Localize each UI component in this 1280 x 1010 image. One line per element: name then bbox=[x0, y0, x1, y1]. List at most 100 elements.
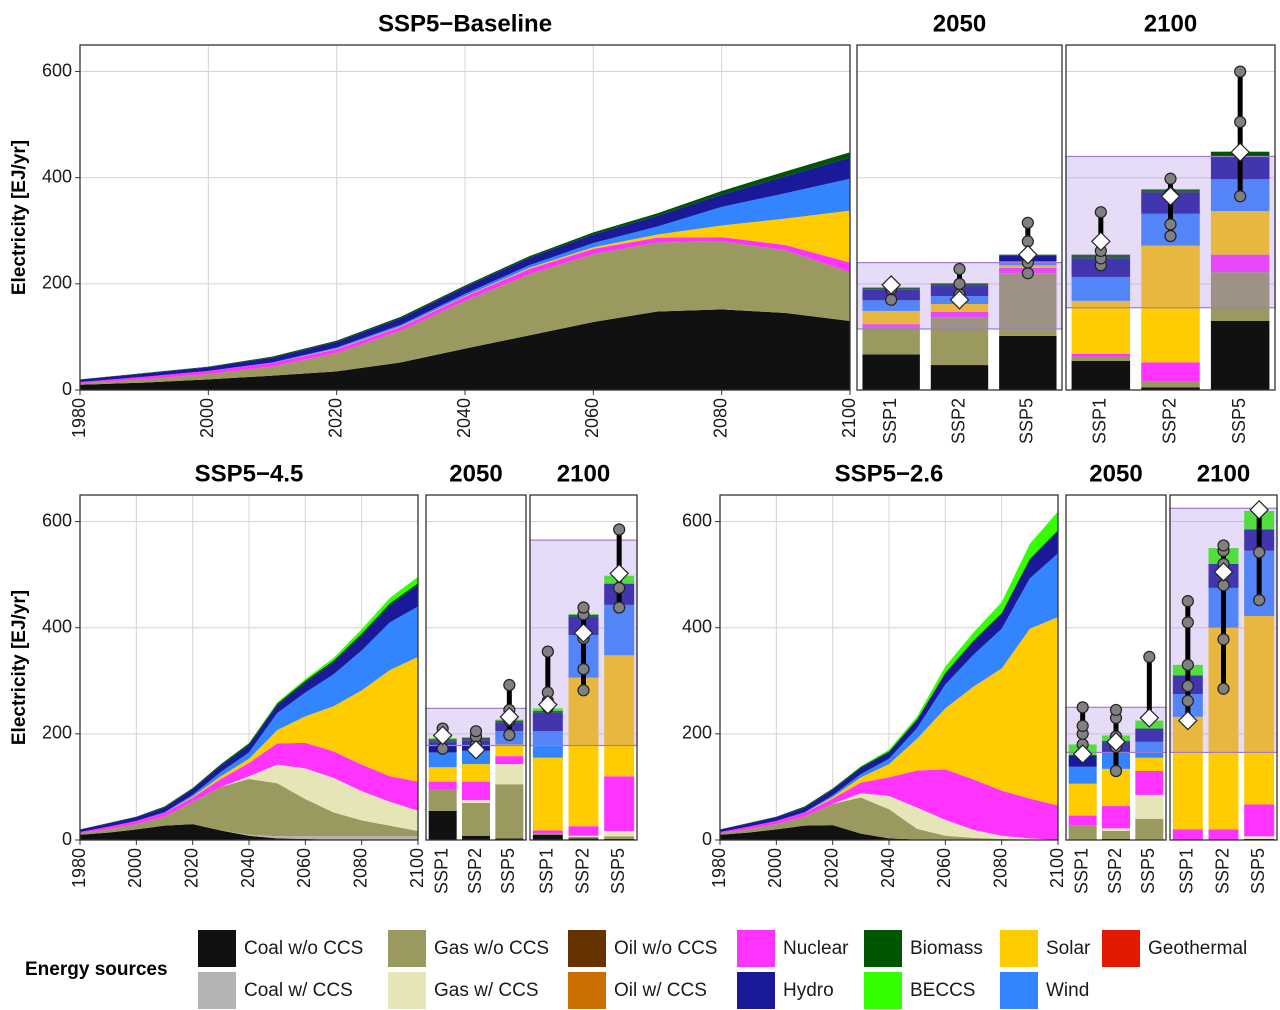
y-axis-label: Electricity [EJ/yr] bbox=[9, 590, 30, 745]
model-point bbox=[1217, 539, 1230, 552]
area bbox=[80, 656, 418, 833]
x-tick-label: SSP5 bbox=[498, 848, 518, 894]
mean-diamond bbox=[949, 289, 970, 310]
panel-title: 2050 bbox=[1089, 460, 1142, 487]
x-tick-label: SSP2 bbox=[948, 398, 968, 444]
legend-swatch bbox=[737, 972, 775, 1009]
mean-diamond bbox=[1177, 710, 1198, 731]
bar-segment bbox=[495, 744, 524, 757]
panel-border bbox=[856, 44, 1063, 391]
bar-segment bbox=[1244, 836, 1275, 839]
mean-diamond bbox=[1072, 744, 1093, 764]
bar-segment bbox=[1102, 828, 1130, 831]
legend-label: Coal w/o CCS bbox=[244, 938, 363, 959]
bar-segment bbox=[1135, 728, 1164, 742]
bar-segment bbox=[862, 324, 920, 327]
area bbox=[80, 764, 418, 834]
bar-segment bbox=[462, 800, 490, 803]
area bbox=[80, 157, 850, 383]
y-tick-label: 200 bbox=[682, 723, 712, 743]
bar-segment bbox=[1071, 360, 1131, 390]
legend-swatch bbox=[864, 972, 902, 1009]
model-point bbox=[469, 725, 483, 738]
bar-segment bbox=[462, 764, 490, 782]
model-point bbox=[1181, 616, 1194, 629]
x-tick-label: 1980 bbox=[709, 848, 729, 888]
x-tick-label: 2020 bbox=[821, 848, 841, 888]
bar-segment bbox=[1135, 757, 1164, 771]
area bbox=[80, 778, 418, 837]
model-point bbox=[1253, 593, 1266, 607]
model-point bbox=[613, 601, 626, 614]
area bbox=[720, 769, 1058, 840]
model-point bbox=[1021, 267, 1034, 280]
bar-segment bbox=[428, 789, 457, 811]
bar-segment bbox=[462, 802, 490, 836]
panel-title: 2050 bbox=[449, 460, 502, 487]
y-tick-label: 400 bbox=[682, 616, 712, 636]
panel-border bbox=[1065, 44, 1276, 391]
bar-segment bbox=[999, 335, 1057, 390]
x-tick-label: 2100 bbox=[839, 398, 859, 438]
bar-segment bbox=[930, 317, 989, 366]
x-tick-label: 2100 bbox=[407, 848, 427, 888]
x-tick-label: 2080 bbox=[710, 398, 730, 438]
x-tick-label: SSP2 bbox=[465, 848, 485, 894]
x-tick-label: SSP1 bbox=[1177, 848, 1197, 894]
y-tick-label: 400 bbox=[42, 166, 72, 186]
model-point bbox=[1076, 701, 1089, 714]
bar-segment bbox=[1068, 783, 1097, 816]
y-tick-label: 0 bbox=[702, 829, 712, 849]
bar-segment bbox=[1141, 387, 1200, 390]
model-point bbox=[1181, 658, 1194, 671]
y-axis-label: Electricity [EJ/yr] bbox=[9, 140, 30, 295]
model-point bbox=[1164, 229, 1177, 243]
bar-segment bbox=[428, 767, 457, 782]
bar-segment bbox=[1208, 829, 1239, 840]
bar-segment bbox=[1068, 825, 1097, 840]
legend-label: Hydro bbox=[783, 980, 834, 1001]
legend-label: Nuclear bbox=[783, 938, 849, 959]
model-point bbox=[953, 277, 966, 290]
x-tick-label: 2000 bbox=[125, 848, 145, 888]
x-tick-label: SSP5 bbox=[1248, 848, 1268, 894]
bar-segment bbox=[495, 764, 524, 785]
x-tick-label: 2040 bbox=[878, 848, 898, 888]
x-tick-label: SSP2 bbox=[1159, 398, 1179, 444]
panel-title: 2100 bbox=[1197, 460, 1250, 487]
model-point bbox=[1094, 206, 1107, 219]
panel-title: 2050 bbox=[933, 10, 986, 37]
bar-segment bbox=[1172, 829, 1203, 840]
area bbox=[80, 824, 418, 840]
legend-swatch bbox=[198, 930, 236, 967]
bar-segment bbox=[1210, 321, 1270, 390]
model-point bbox=[885, 293, 898, 306]
area bbox=[720, 793, 1058, 840]
mean-diamond bbox=[1139, 708, 1160, 728]
y-tick-label: 200 bbox=[42, 273, 72, 293]
bar-segment bbox=[862, 354, 920, 390]
bar-segment bbox=[1210, 254, 1270, 273]
panel-border bbox=[79, 44, 851, 391]
mean-diamond bbox=[1160, 186, 1181, 207]
y-tick-label: 0 bbox=[62, 379, 72, 399]
area bbox=[720, 617, 1058, 833]
bar-segment bbox=[568, 835, 599, 837]
mean-diamond bbox=[499, 707, 520, 727]
bar-segment bbox=[1135, 818, 1164, 840]
mean-diamond bbox=[1213, 562, 1234, 582]
bar-segment bbox=[862, 326, 920, 355]
bar-segment bbox=[495, 838, 524, 840]
model-point bbox=[577, 662, 590, 676]
legend-title: Energy sources bbox=[25, 959, 168, 980]
mean-diamond bbox=[1106, 731, 1126, 752]
bar-segment bbox=[930, 365, 989, 390]
area bbox=[80, 742, 418, 834]
area bbox=[720, 825, 1058, 840]
x-tick-label: SSP1 bbox=[537, 848, 557, 894]
bar-segment bbox=[1141, 245, 1200, 363]
model-point bbox=[541, 645, 554, 658]
bar-segment bbox=[1102, 806, 1130, 829]
mean-diamond bbox=[432, 725, 453, 746]
bar-segment bbox=[1244, 616, 1275, 805]
